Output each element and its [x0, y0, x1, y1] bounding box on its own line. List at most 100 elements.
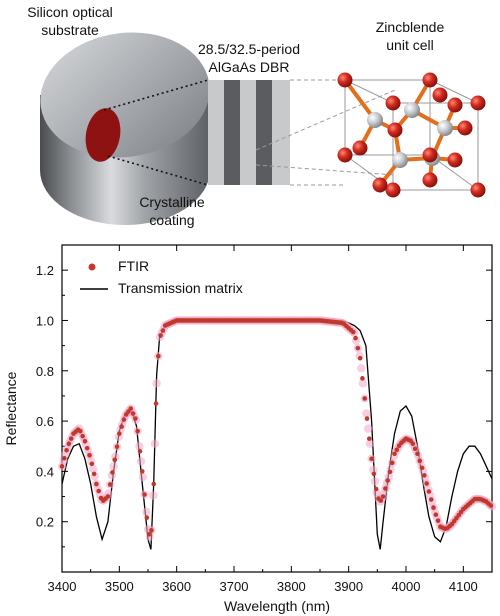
ftir-point	[426, 489, 432, 494]
x-tick-label: 3400	[48, 579, 77, 594]
crystalline-coating	[85, 108, 121, 162]
x-tick-label: 3900	[334, 579, 363, 594]
ftir-point	[110, 470, 115, 475]
ftir-point	[412, 446, 418, 452]
legend-marker-ftir	[88, 263, 96, 271]
ftir-point	[353, 335, 358, 341]
dbr-stack	[208, 80, 290, 185]
ftir-point	[160, 328, 166, 333]
ftir-point	[82, 438, 88, 444]
ftir-halo-point	[370, 477, 380, 486]
ftir-point	[153, 401, 159, 406]
ftir-point	[488, 503, 494, 508]
silicon-substrate	[40, 32, 210, 225]
ftir-point	[78, 428, 83, 434]
ftir-point	[419, 465, 425, 471]
ftir-point	[66, 441, 72, 447]
ftir-point	[362, 396, 368, 401]
ftir-halo-point	[362, 409, 371, 418]
ftir-point	[139, 469, 145, 474]
ftir-halo-point	[88, 464, 98, 474]
ftir-halo-point	[138, 472, 148, 482]
ftir-point	[378, 498, 384, 503]
ftir-point	[431, 505, 436, 510]
ftir-point	[355, 345, 361, 351]
ftir-halo-point	[148, 491, 158, 500]
ftir-halo-point	[357, 364, 366, 373]
ftir-halo-point	[152, 379, 161, 388]
substrate-label-1: Silicon optical	[27, 4, 113, 20]
zoom-lines	[103, 79, 209, 186]
coating-label-2: coating	[149, 212, 194, 228]
y-tick-label: 0.6	[36, 414, 54, 429]
ftir-point	[385, 478, 390, 483]
ftir-point	[84, 445, 90, 451]
x-tick-label: 3600	[162, 579, 191, 594]
ftir-point	[68, 436, 74, 441]
reflectance-chart: 3400 3500 3600 3700 3800 3900 4000 4100 0.2 0.4 0.…	[3, 244, 497, 614]
ftir-point	[121, 417, 127, 422]
ftir-point	[89, 461, 95, 467]
cell-label-2: unit cell	[386, 37, 433, 53]
ftir-halo-point	[358, 379, 368, 388]
ftir-point	[424, 481, 429, 486]
dbr-label-2: AlGaAs DBR	[209, 59, 290, 75]
ftir-point	[410, 441, 416, 447]
ftir-halo	[57, 316, 497, 541]
legend-label-ftir: FTIR	[118, 258, 149, 274]
ftir-point	[146, 531, 152, 537]
substrate-label-2: substrate	[41, 22, 99, 38]
ftir-point	[114, 444, 120, 450]
ftir-point	[117, 431, 122, 436]
ftir-point	[96, 488, 101, 494]
ftir-point	[119, 424, 124, 429]
ftir-point	[61, 456, 67, 461]
ftir-point	[373, 486, 379, 492]
ftir-point	[59, 464, 65, 469]
ftir-point	[142, 492, 147, 497]
axis-ticks: 3400 3500 3600 3700 3800 3900 4000 4100 0.2 0.4 0.…	[36, 244, 492, 594]
ftir-point	[135, 428, 140, 434]
ftir-point	[105, 494, 111, 499]
zincblende-unit-cell	[337, 72, 486, 198]
ftir-point	[389, 460, 395, 466]
ftir-point	[94, 481, 99, 487]
ftir-point	[137, 448, 143, 454]
ftir-point	[417, 458, 423, 464]
y-tick-label: 1.2	[36, 263, 54, 278]
ftir-halo-point	[136, 457, 146, 466]
ftir-point	[158, 333, 163, 338]
ftir-point	[350, 329, 356, 335]
chart-legend: FTIR Transmission matrix	[80, 258, 243, 296]
ftir-point	[422, 473, 427, 478]
ftir-point	[151, 481, 157, 487]
ftir-point	[107, 482, 113, 487]
plot-series	[57, 316, 497, 550]
ftir-point	[357, 355, 363, 361]
ftir-halo-point	[135, 442, 144, 451]
ftir-point	[87, 452, 92, 458]
plot-frame	[61, 244, 493, 573]
x-tick-label: 3500	[105, 579, 134, 594]
y-tick-label: 1.0	[36, 313, 54, 328]
dbr-label-1: 28.5/32.5-period	[198, 41, 300, 57]
y-tick-label: 0.2	[36, 515, 54, 530]
ftir-point	[371, 471, 377, 477]
series-markers-ftir	[59, 318, 494, 537]
ftir-point	[156, 353, 161, 359]
ftir-point	[369, 456, 374, 462]
legend-label-transmission: Transmission matrix	[118, 280, 243, 296]
ftir-point	[360, 376, 365, 381]
coating-label-1: Crystalline	[139, 194, 205, 210]
ftir-point	[435, 518, 441, 523]
ftir-halo-point	[109, 462, 118, 471]
x-tick-label: 4000	[392, 579, 421, 594]
dbr-schematic: Silicon optical substrate 28.5/32.5-peri…	[27, 4, 486, 228]
ftir-point	[383, 486, 388, 491]
ftir-point	[428, 497, 434, 502]
series-line-transmission-matrix	[61, 319, 493, 550]
x-axis-label: Wavelength (nm)	[224, 598, 330, 614]
ftir-point	[149, 527, 154, 533]
cell-label-1: Zincblende	[376, 19, 445, 35]
x-tick-label: 3800	[277, 579, 306, 594]
